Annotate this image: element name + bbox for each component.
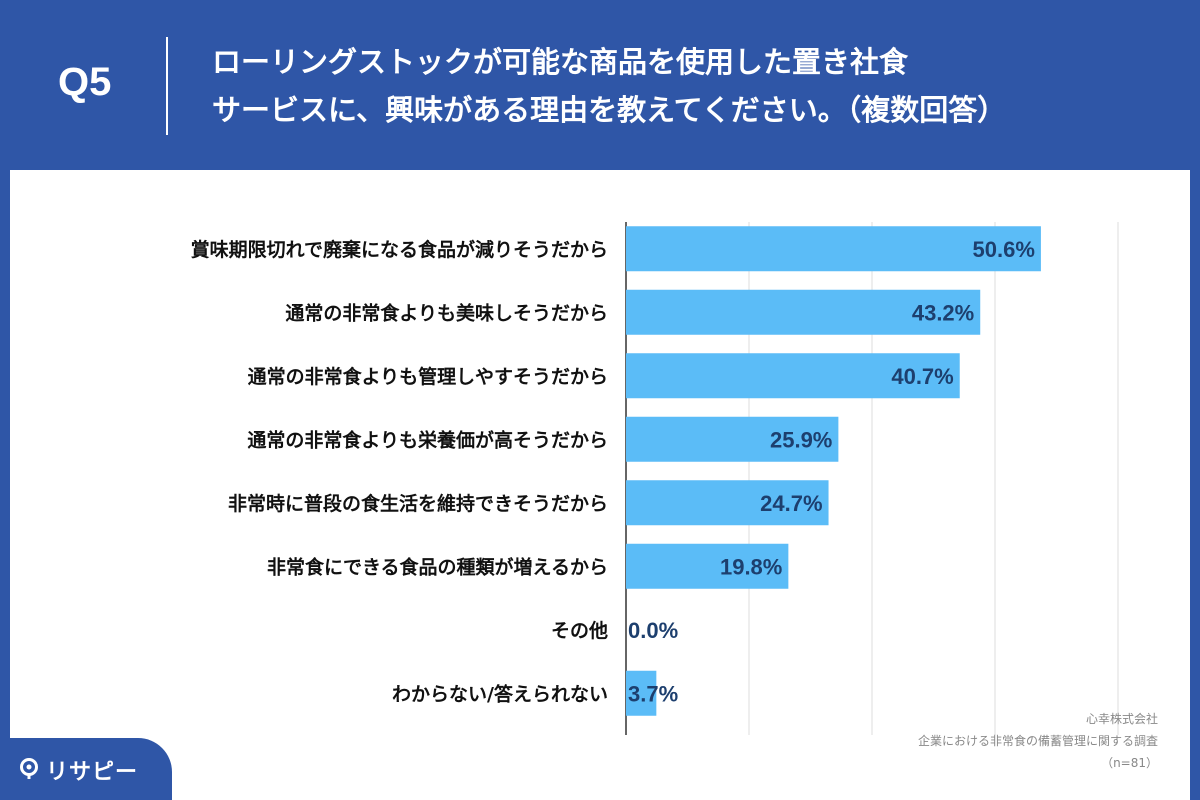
- brand-name: リサピー: [46, 760, 139, 785]
- category-label: 非常食にできる食品の種類が増えるから: [267, 555, 608, 578]
- category-label: わからない/答えられない: [392, 682, 608, 705]
- source-company: 心幸株式会社: [1085, 712, 1158, 726]
- value-label: 40.7%: [891, 364, 953, 389]
- question-line-1: ローリングストックが可能な商品を使用した置き社食: [212, 45, 909, 79]
- bar: [626, 416, 839, 462]
- value-label: 25.9%: [770, 427, 832, 452]
- category-label: その他: [551, 619, 608, 642]
- bar: [626, 543, 789, 589]
- value-label: 50.6%: [973, 237, 1035, 262]
- category-label: 非常時に普段の食生活を維持できそうだから: [228, 492, 608, 515]
- bar: [626, 480, 829, 526]
- bar-chart: 賞味期限切れで廃棄になる食品が減りそうだから 50.6% 通常の非常食よりも美味しそ…: [191, 222, 1119, 735]
- value-label: 3.7%: [628, 681, 678, 706]
- header-divider: [166, 37, 168, 135]
- source-survey: 企業における非常食の備蓄管理に関する調査: [917, 734, 1158, 748]
- value-label: 43.2%: [912, 300, 974, 325]
- source-note: 心幸株式会社 企業における非常食の備蓄管理に関する調査 （n=81）: [918, 708, 1158, 774]
- category-label: 賞味期限切れで廃棄になる食品が減りそうだから: [191, 238, 608, 261]
- chart-panel: 賞味期限切れで廃棄になる食品が減りそうだから 50.6% 通常の非常食よりも美味しそ…: [10, 170, 1190, 800]
- bar: [626, 289, 981, 335]
- value-label: 0.0%: [628, 618, 678, 643]
- category-label: 通常の非常食よりも栄養価が高そうだから: [247, 428, 608, 451]
- question-text: ローリングストックが可能な商品を使用した置き社食 サービスに、興味がある理由を教…: [212, 38, 1172, 134]
- bar: [626, 226, 1041, 272]
- question-line-2: サービスに、興味がある理由を教えてください。（複数回答）: [212, 93, 1007, 127]
- value-label: 19.8%: [720, 554, 782, 579]
- value-label: 24.7%: [760, 491, 822, 516]
- category-label: 通常の非常食よりも管理しやすそうだから: [248, 365, 608, 388]
- source-sample: （n=81）: [1101, 756, 1158, 770]
- location-pin-icon: [20, 758, 38, 779]
- category-label: 通常の非常食よりも美味しそうだから: [285, 301, 608, 324]
- question-number: Q5: [58, 60, 112, 104]
- bar: [626, 670, 657, 716]
- brand-logo: リサピー: [0, 738, 172, 800]
- bar: [626, 353, 960, 399]
